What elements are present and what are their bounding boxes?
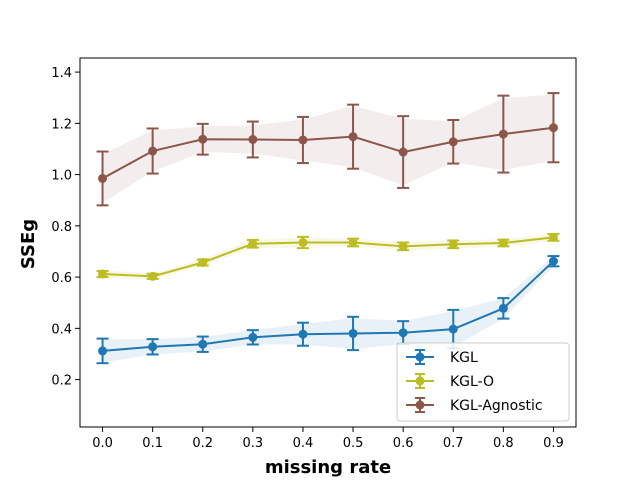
data-point	[498, 238, 508, 248]
data-point	[148, 146, 158, 156]
confidence-band-kgl-agnostic	[102, 94, 554, 203]
data-point	[98, 346, 108, 356]
data-point	[448, 239, 458, 249]
y-tick-label: 0.6	[51, 271, 72, 286]
data-point	[448, 137, 458, 147]
axes: 0.0 0.1 0.2 0.3 0.4 0.5 0.6 0.7 0.8 0.9 0.2 0.4 0.6 0…	[51, 57, 577, 451]
legend-label-kgl: KGL	[450, 350, 478, 366]
y-tick-label: 1.4	[51, 66, 72, 81]
x-tick-label: 0.2	[192, 436, 213, 451]
x-tick-label: 0.1	[142, 436, 163, 451]
series-kgl	[96, 255, 560, 365]
series-line-kgl-o	[102, 236, 554, 278]
series-line-kgl-agnostic	[102, 126, 554, 180]
confidence-band-kgl	[102, 256, 554, 363]
legend-marker-kgl	[415, 352, 425, 362]
data-point	[198, 257, 208, 267]
data-point	[298, 135, 308, 145]
data-point	[548, 123, 558, 133]
x-tick-label: 0.7	[443, 436, 464, 451]
x-axis-title: missing rate	[265, 457, 391, 478]
y-tick-label: 1.2	[51, 117, 72, 132]
x-tick-label: 0.6	[393, 436, 414, 451]
series-kgl-o	[96, 232, 560, 281]
data-point	[498, 303, 508, 313]
data-point	[548, 256, 558, 266]
y-axis-title: SSEg	[18, 219, 39, 269]
legend-label-kgl-o: KGL-O	[450, 374, 494, 390]
legend: KGL KGL-O KGL-Agnostic	[396, 342, 570, 422]
series-kgl-agnostic	[96, 92, 560, 207]
y-tick-label: 0.2	[51, 374, 72, 389]
data-point	[248, 134, 258, 144]
data-point	[298, 329, 308, 339]
x-tick-label: 0.4	[293, 436, 314, 451]
x-tick-label: 0.0	[92, 436, 113, 451]
data-point	[348, 238, 358, 247]
data-point	[248, 239, 258, 249]
data-point	[148, 342, 158, 352]
data-point	[248, 332, 258, 342]
data-point	[348, 328, 358, 338]
legend-marker-kgl-agnostic	[415, 400, 425, 410]
data-point	[498, 129, 508, 139]
series-line-kgl	[102, 260, 555, 352]
plot-frame	[79, 57, 577, 428]
x-tick-label: 0.5	[343, 436, 364, 451]
data-point	[398, 241, 408, 251]
y-tick-label: 1.0	[51, 169, 72, 184]
legend-label-kgl-agnostic: KGL-Agnostic	[450, 398, 543, 414]
data-point	[348, 132, 358, 142]
data-point	[198, 134, 208, 144]
data-point	[298, 238, 308, 247]
x-tick-label: 0.9	[543, 436, 564, 451]
data-point	[548, 232, 558, 242]
legend-box	[396, 342, 570, 422]
data-point	[398, 328, 408, 338]
data-point	[98, 269, 108, 279]
data-point	[398, 147, 408, 157]
data-point	[198, 339, 208, 349]
y-tick-label: 0.4	[51, 322, 72, 337]
data-point	[448, 324, 458, 334]
y-tick-label: 0.8	[51, 220, 72, 235]
x-tick-label: 0.8	[493, 436, 514, 451]
data-point	[148, 271, 158, 281]
series-lines	[96, 92, 560, 365]
x-tick-label: 0.3	[243, 436, 264, 451]
legend-marker-kgl-o	[415, 376, 425, 386]
data-point	[98, 173, 108, 183]
